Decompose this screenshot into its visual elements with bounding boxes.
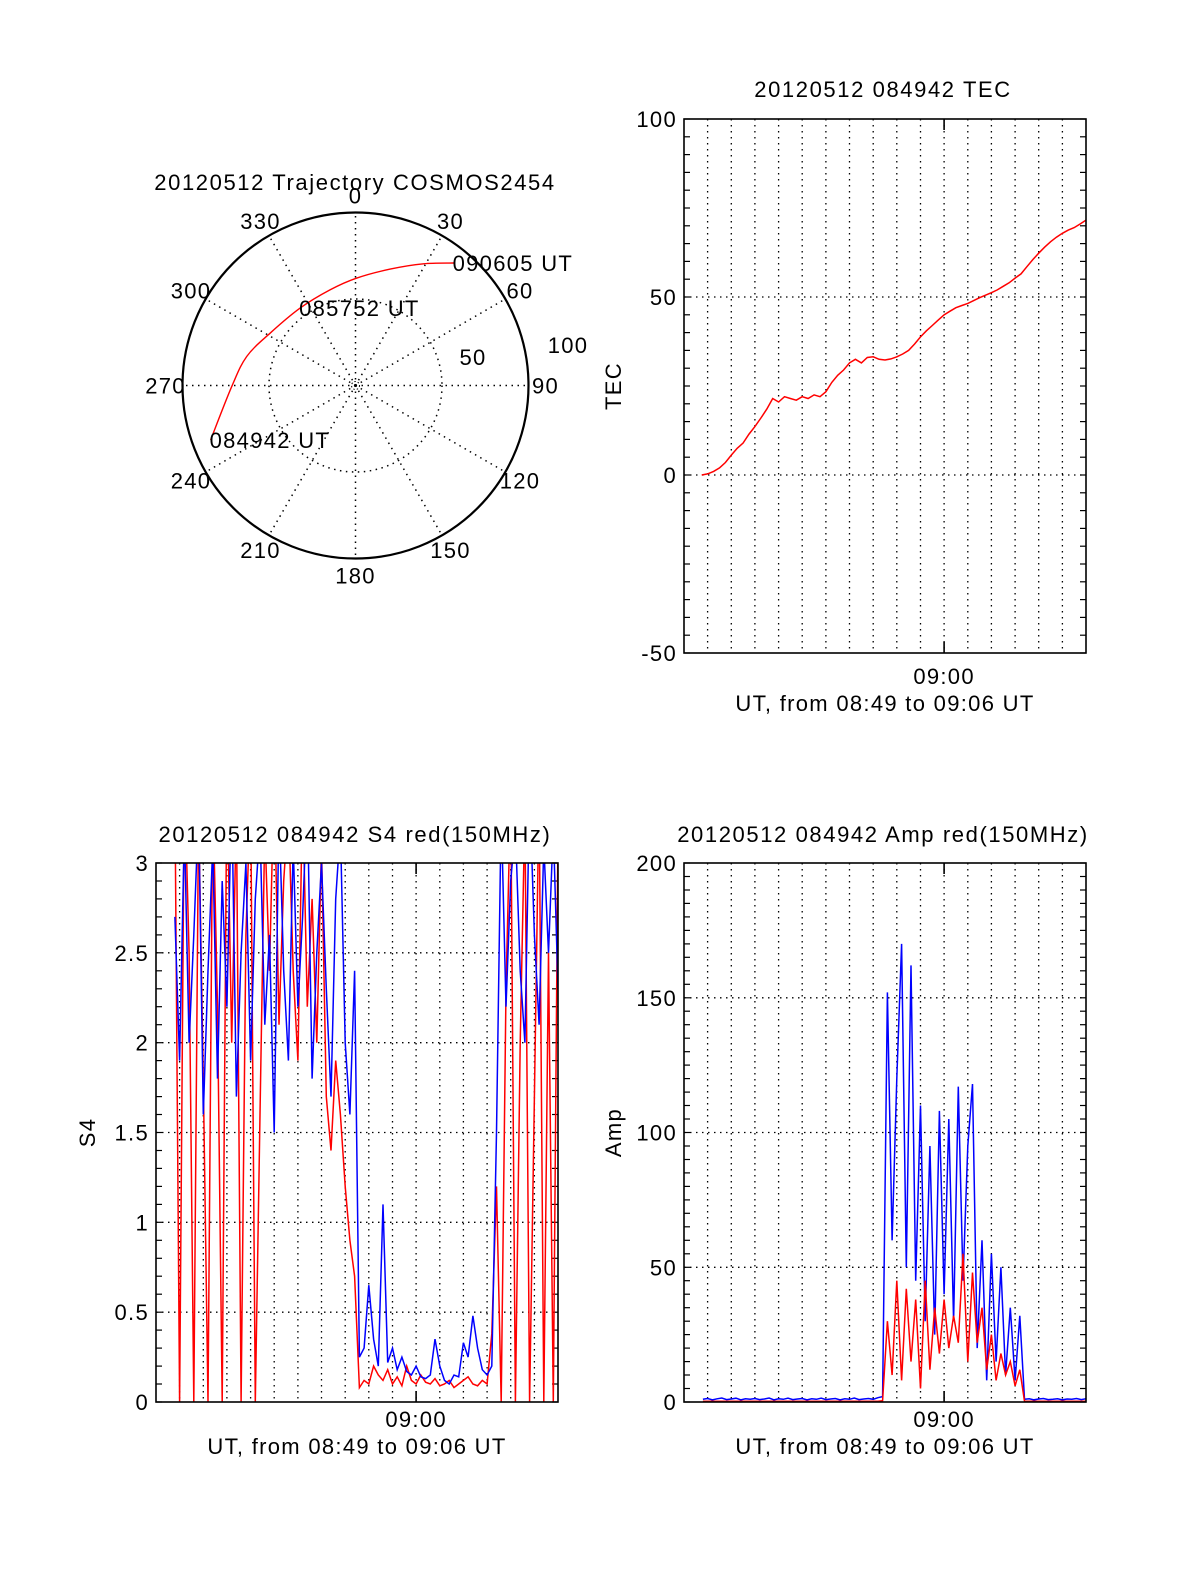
- polar-angle-label: 150: [430, 538, 471, 563]
- x-tick-label: 09:00: [385, 1407, 447, 1432]
- polar-angle-label: 90: [532, 374, 559, 399]
- polar-radial-label: 100: [548, 333, 589, 358]
- amp-plot-frame: [683, 862, 1087, 1403]
- y-axis-title: TEC: [601, 362, 626, 410]
- amp-chart-title: 20120512 084942 Amp red(150MHz): [677, 822, 1089, 847]
- tec-plot-frame: [683, 118, 1087, 654]
- tec-chart-title: 20120512 084942 TEC: [754, 77, 1012, 102]
- y-tick-label: -50: [641, 641, 677, 666]
- polar-angle-label: 180: [335, 564, 376, 589]
- polar-spoke-line: [268, 385, 357, 536]
- y-tick-label: 3: [135, 851, 149, 876]
- amp-blue-series-line: [702, 943, 1086, 1401]
- x-tick-label: 09:00: [913, 1407, 975, 1432]
- y-axis-title: Amp: [601, 1108, 626, 1157]
- y-tick-label: 0.5: [115, 1300, 149, 1325]
- polar-radial-label: 50: [459, 345, 486, 370]
- trajectory-path: [209, 262, 454, 441]
- polar-angle-label: 270: [145, 374, 186, 399]
- y-tick-label: 50: [650, 1255, 677, 1280]
- polar-spoke-line: [205, 298, 356, 387]
- polar-spoke-line: [205, 384, 356, 473]
- polar-spoke-line: [355, 298, 506, 387]
- polar-outer-circle: [181, 211, 530, 560]
- y-tick-label: 0: [135, 1390, 149, 1415]
- s4-blue-series-line: [174, 863, 558, 1386]
- y-axis-title: S4: [75, 1118, 100, 1148]
- y-tick-label: 100: [636, 107, 677, 132]
- polar-spoke-line: [268, 235, 357, 386]
- y-tick-label: 200: [636, 851, 677, 876]
- x-axis-title: UT, from 08:49 to 09:06 UT: [207, 1434, 506, 1459]
- y-tick-label: 2: [135, 1031, 149, 1056]
- s4-chart-panel: 20120512 084942 S4 red(150MHz) 09:00 3 2.5 2…: [75, 822, 559, 1459]
- polar-spoke-line: [354, 235, 443, 386]
- trajectory-chart-title: 20120512 Trajectory COSMOS2454: [154, 170, 555, 195]
- s4-plot-frame: [155, 862, 559, 1403]
- amp-chart-panel: 20120512 084942 Amp red(150MHz) 09:00 200 1…: [601, 822, 1089, 1459]
- polar-angle-label: 330: [240, 209, 281, 234]
- x-axis-title: UT, from 08:49 to 09:06 UT: [735, 691, 1034, 716]
- x-axis-title: UT, from 08:49 to 09:06 UT: [735, 1434, 1034, 1459]
- trajectory-time-label: 084942 UT: [210, 428, 331, 453]
- y-tick-label: 0: [663, 463, 677, 488]
- polar-angle-label: 120: [500, 469, 541, 494]
- trajectory-time-label: 085752 UT: [299, 296, 420, 321]
- polar-center-marker: [351, 381, 360, 390]
- polar-angle-label: 240: [171, 469, 212, 494]
- y-tick-label: 1.5: [115, 1121, 149, 1146]
- polar-angle-label: 210: [240, 538, 281, 563]
- polar-spoke-line: [355, 384, 506, 473]
- amp-red-series-line: [702, 1253, 1086, 1402]
- polar-angle-label: 60: [506, 279, 533, 304]
- tec-chart-panel: 20120512 084942 TEC 09:00 100 50 0 -50 UT, fro…: [601, 77, 1087, 716]
- y-tick-label: 100: [636, 1121, 677, 1146]
- polar-spoke-line: [354, 385, 443, 536]
- y-tick-label: 50: [650, 285, 677, 310]
- y-tick-label: 2.5: [115, 941, 149, 966]
- y-tick-label: 0: [663, 1390, 677, 1415]
- y-tick-label: 150: [636, 986, 677, 1011]
- polar-angle-label: 30: [437, 209, 464, 234]
- s4-chart-title: 20120512 084942 S4 red(150MHz): [159, 822, 552, 847]
- trajectory-time-label: 090605 UT: [453, 251, 574, 276]
- tec-red-series-line: [701, 219, 1086, 476]
- polar-radial-grid-circle: [268, 298, 443, 473]
- x-tick-label: 09:00: [913, 664, 975, 689]
- polar-angle-label: 0: [349, 184, 363, 209]
- polar-angle-label: 300: [171, 279, 212, 304]
- y-tick-label: 1: [135, 1210, 149, 1235]
